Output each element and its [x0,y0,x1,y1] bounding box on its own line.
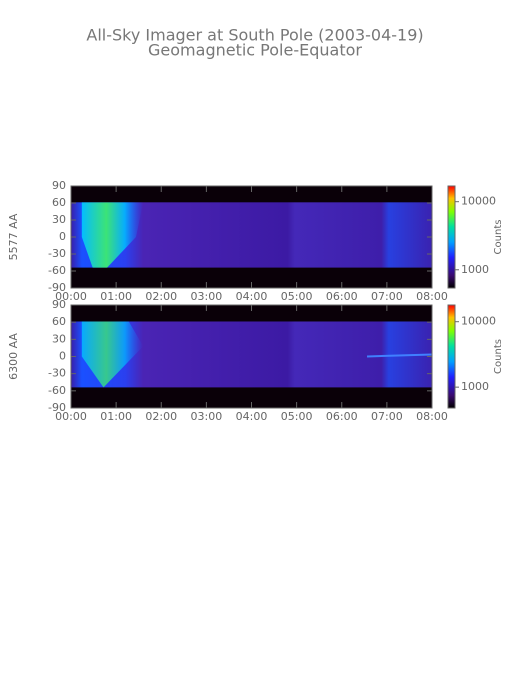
x-tick-label: 08:00 [416,410,448,423]
x-tick-label: 03:00 [191,290,223,303]
y-tick-label: 30 [52,213,66,226]
colorbar [447,185,456,289]
y-tick-label: -60 [48,384,66,397]
x-tick-label: 04:00 [236,290,268,303]
y-tick-label: -30 [48,367,66,380]
y-tick-label: 0 [59,230,66,243]
x-tick-label: 01:00 [100,290,132,303]
y-axis-label: 6300 AA [7,333,20,380]
y-axis-label: 5577 AA [7,213,20,260]
y-tick-label: -90 [48,281,66,294]
x-tick-label: 04:00 [236,410,268,423]
y-tick-label: -60 [48,264,66,277]
y-tick-label: -30 [48,247,66,260]
aurora [81,321,144,388]
colorbar-label: Counts [493,339,504,374]
streak [366,353,433,358]
x-tick-label: 02:00 [145,290,177,303]
y-tick-label: -90 [48,401,66,414]
x-tick-label: 00:00 [55,290,87,303]
chart-title: All-Sky Imager at South Pole (2003-04-19… [86,26,423,45]
y-tick-label: 90 [52,179,66,192]
x-tick-label: 06:00 [326,410,358,423]
x-tick-label: 00:00 [55,410,87,423]
x-tick-label: 07:00 [371,410,403,423]
x-tick-label: 06:00 [326,290,358,303]
colorbar-tick-label: 10000 [461,195,496,208]
colorbar [447,304,456,409]
y-tick-label: 30 [52,332,66,345]
x-tick-label: 03:00 [191,410,223,423]
x-tick-label: 05:00 [281,290,313,303]
colorbar-label: Counts [493,220,504,255]
y-tick-label: 0 [59,350,66,363]
y-tick-label: 60 [52,315,66,328]
x-tick-label: 01:00 [100,410,132,423]
colorbar-tick-label: 1000 [461,380,489,393]
y-tick-label: 60 [52,196,66,209]
x-tick-label: 08:00 [416,290,448,303]
colorbar-tick-label: 1000 [461,263,489,276]
colorbar-tick-label: 10000 [461,315,496,328]
aurora [81,202,144,268]
x-tick-label: 02:00 [145,410,177,423]
x-tick-label: 05:00 [281,410,313,423]
y-tick-label: 90 [52,298,66,311]
x-tick-label: 07:00 [371,290,403,303]
chart-subtitle: Geomagnetic Pole-Equator [148,41,362,60]
